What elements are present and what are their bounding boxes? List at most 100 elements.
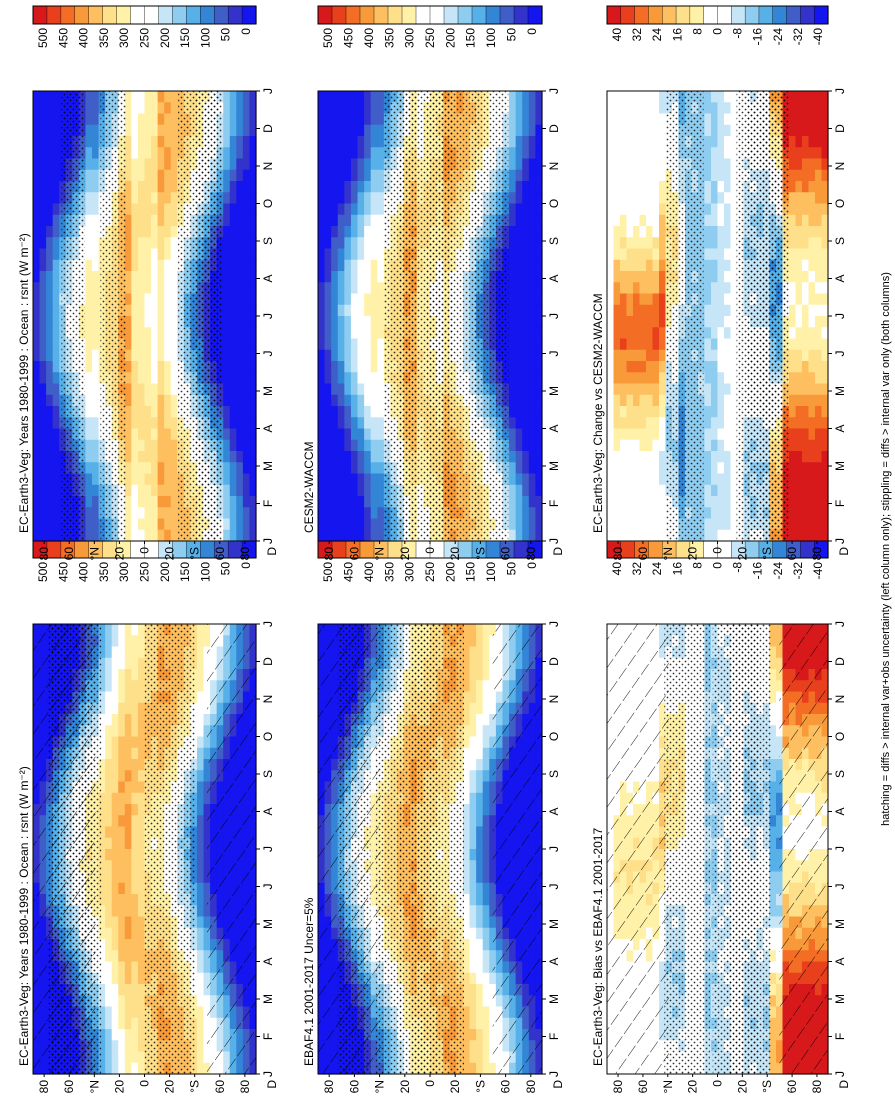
heatmap-cell [131, 781, 139, 794]
heatmap-cell [111, 972, 119, 985]
heatmap-cell [364, 102, 372, 115]
heatmap-cell [39, 237, 47, 250]
heatmap-cell [137, 927, 146, 940]
heatmap-cell [196, 736, 205, 749]
heatmap-cell [337, 147, 345, 160]
heatmap-cell [170, 462, 178, 475]
heatmap-cell [377, 462, 385, 475]
heatmap-cell [337, 473, 345, 486]
heatmap-cell [350, 529, 359, 542]
heatmap-cell [124, 972, 132, 985]
heatmap-cell [236, 496, 244, 508]
heatmap-cell [469, 860, 477, 873]
heatmap-cell [242, 327, 251, 340]
heatmap-cell [118, 849, 126, 861]
heatmap-cell [131, 1029, 139, 1041]
heatmap-cell [350, 349, 359, 362]
heatmap-cell [337, 91, 345, 103]
heatmap-cell [157, 124, 165, 137]
heatmap-cell [39, 259, 47, 272]
heatmap-cell [33, 248, 41, 261]
heatmap-cell [377, 91, 385, 103]
heatmap-cell [196, 927, 205, 940]
heatmap-cell [33, 518, 41, 531]
heatmap-cell [357, 248, 365, 261]
heatmap-cell [476, 669, 484, 681]
heatmap-cell [196, 939, 205, 951]
heatmap-cell [476, 894, 484, 906]
heatmap-cell [137, 406, 146, 418]
month-tick-label: J [261, 88, 275, 94]
heatmap-cell [144, 451, 152, 463]
heatmap-cell [350, 406, 359, 418]
heatmap-cell [131, 916, 139, 929]
heatmap-cell [350, 327, 359, 340]
heatmap-cell [124, 361, 132, 373]
heatmap-cell [462, 804, 471, 816]
heatmap-cell [131, 248, 139, 261]
heatmap-cell [105, 984, 113, 996]
heatmap-cell [98, 804, 106, 816]
heatmap-cell [476, 995, 484, 1008]
heatmap-cell [331, 169, 339, 182]
heatmap-cell [33, 136, 41, 148]
heatmap-cell [337, 439, 345, 452]
heatmap-cell [137, 849, 146, 861]
heatmap-cell [370, 394, 378, 407]
heatmap-cell [52, 102, 60, 115]
heatmap-cell [462, 691, 471, 704]
heatmap-cell [370, 169, 378, 182]
heatmap-cell [105, 815, 113, 828]
colorbar-swatch [116, 5, 132, 25]
heatmap-cell [52, 147, 60, 160]
heatmap-cell [124, 871, 132, 884]
heatmap-cell [476, 950, 484, 963]
heatmap-cell [85, 259, 93, 272]
heatmap-cell [242, 124, 251, 137]
heatmap-cell [85, 518, 93, 531]
heatmap-cell [229, 147, 237, 160]
heatmap-cell [46, 248, 54, 261]
heatmap-cell [144, 259, 152, 272]
heatmap-cell [469, 702, 477, 715]
heatmap-cell [98, 1062, 106, 1075]
lat-tick-label: 60 [62, 547, 76, 561]
heatmap-cell [39, 383, 47, 396]
heatmap-cell [344, 192, 352, 205]
heatmap-cell [105, 950, 113, 963]
lat-tick-label: 60 [213, 547, 227, 561]
heatmap-cell [229, 507, 237, 520]
heatmap-cell [92, 428, 100, 441]
heatmap-cell [124, 657, 132, 670]
heatmap-cell [118, 1029, 126, 1041]
heatmap-cell [324, 271, 332, 283]
heatmap-cell [46, 147, 54, 160]
heatmap-cell [331, 383, 339, 396]
heatmap-cell [196, 714, 205, 726]
heatmap-cell [85, 316, 93, 328]
heatmap-cell [170, 428, 178, 441]
heatmap-cell [157, 361, 165, 373]
heatmap-cell [242, 158, 251, 171]
heatmap-cell [370, 327, 378, 340]
heatmap-cell [157, 406, 165, 418]
heatmap-cell [124, 181, 132, 193]
heatmap-cell [46, 529, 54, 542]
stipple-region [100, 91, 126, 541]
heatmap-cell [476, 1062, 484, 1075]
heatmap-cell [318, 304, 326, 317]
heatmap-cell [357, 529, 365, 542]
heatmap-cell [131, 372, 139, 385]
heatmap-cell [196, 849, 205, 861]
heatmap-cell [476, 882, 484, 895]
heatmap-cell [229, 214, 237, 227]
heatmap-cell [164, 147, 172, 160]
heatmap-cell [52, 226, 60, 238]
heatmap-cell [124, 837, 132, 850]
heatmap-cell [98, 691, 106, 704]
heatmap-cell [223, 282, 231, 295]
heatmap-cell [476, 646, 484, 659]
heatmap-cell [337, 271, 345, 283]
heatmap-cell [118, 927, 126, 940]
heatmap-cell [111, 1062, 119, 1075]
